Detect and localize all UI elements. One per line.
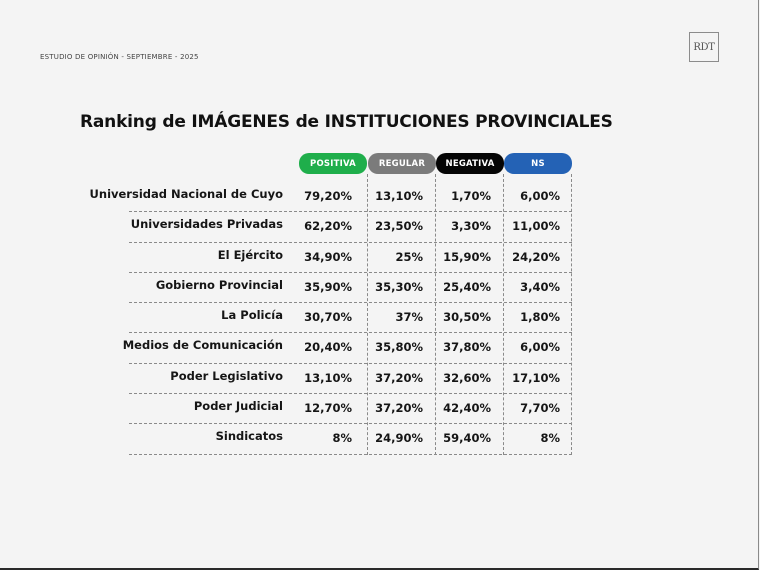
- value-ns: 1,80%: [520, 310, 560, 325]
- institution-label: Gobierno Provincial: [155, 277, 283, 292]
- value-ns: 24,20%: [512, 249, 560, 264]
- table-row: Universidades Privadas 62,20% 23,50% 3,3…: [129, 212, 572, 243]
- value-negativa: 37,80%: [443, 340, 491, 355]
- value-negativa: 1,70%: [451, 189, 491, 203]
- institution-label: Universidad Nacional de Cuyo: [89, 187, 283, 201]
- page-title: Ranking de IMÁGENES de INSTITUCIONES PRO…: [80, 112, 613, 132]
- value-positiva: 20,40%: [304, 340, 352, 355]
- table-row: Poder Judicial 12,70% 37,20% 42,40% 7,70…: [129, 394, 572, 425]
- value-positiva: 12,70%: [304, 401, 352, 416]
- value-negativa: 32,60%: [443, 370, 491, 385]
- value-positiva: 30,70%: [304, 310, 352, 325]
- table-row: Gobierno Provincial 35,90% 35,30% 25,40%…: [129, 273, 572, 304]
- value-negativa: 25,40%: [443, 279, 491, 294]
- table-row: Medios de Comunicación 20,40% 35,80% 37,…: [123, 333, 572, 364]
- value-positiva: 8%: [332, 431, 352, 446]
- value-regular: 23,50%: [375, 219, 423, 234]
- table-row: La Policía 30,70% 37% 30,50% 1,80%: [129, 303, 572, 334]
- institution-label: Sindicatos: [215, 429, 283, 444]
- value-ns: 3,40%: [520, 279, 560, 294]
- value-ns: 8%: [540, 431, 560, 446]
- value-positiva: 34,90%: [304, 249, 352, 264]
- rdt-logo: RDT: [689, 32, 719, 62]
- column-header-negativa: NEGATIVA: [436, 153, 504, 174]
- value-regular: 37,20%: [375, 401, 423, 416]
- value-negativa: 59,40%: [443, 431, 491, 446]
- table-row: Sindicatos 8% 24,90% 59,40% 8%: [129, 424, 572, 455]
- institution-label: Medios de Comunicación: [122, 338, 283, 353]
- column-divider: [367, 174, 368, 455]
- column-header-positiva: POSITIVA: [299, 153, 367, 174]
- column-divider: [435, 174, 436, 455]
- value-regular: 37,20%: [375, 370, 423, 385]
- column-divider: [503, 174, 504, 455]
- value-negativa: 30,50%: [443, 310, 491, 325]
- institution-label: El Ejército: [217, 247, 283, 262]
- value-ns: 7,70%: [520, 401, 560, 416]
- value-ns: 11,00%: [512, 219, 560, 234]
- institution-label: Universidades Privadas: [130, 217, 283, 232]
- column-divider: [571, 174, 572, 455]
- value-regular: 25%: [395, 249, 423, 264]
- value-positiva: 13,10%: [304, 370, 352, 385]
- table-row: El Ejército 34,90% 25% 15,90% 24,20%: [129, 243, 572, 273]
- institution-label: La Policía: [221, 308, 283, 323]
- value-positiva: 35,90%: [304, 279, 352, 294]
- value-negativa: 3,30%: [451, 219, 491, 234]
- value-positiva: 62,20%: [304, 219, 352, 234]
- institution-label: Poder Judicial: [193, 399, 283, 414]
- table-header: POSITIVA REGULAR NEGATIVA NS: [129, 153, 572, 174]
- value-ns: 17,10%: [512, 370, 560, 385]
- value-ns: 6,00%: [520, 189, 560, 203]
- value-regular: 35,30%: [375, 279, 423, 294]
- table-row: Universidad Nacional de Cuyo 79,20% 13,1…: [90, 182, 572, 213]
- value-ns: 6,00%: [520, 340, 560, 355]
- value-positiva: 79,20%: [304, 189, 352, 203]
- value-regular: 35,80%: [375, 340, 423, 355]
- table-row: Poder Legislativo 13,10% 37,20% 32,60% 1…: [129, 364, 572, 395]
- value-negativa: 42,40%: [443, 401, 491, 416]
- institution-label: Poder Legislativo: [170, 368, 283, 383]
- value-regular: 13,10%: [375, 189, 423, 203]
- table-body: Universidad Nacional de Cuyo 79,20% 13,1…: [90, 174, 572, 455]
- column-header-ns: NS: [504, 153, 572, 174]
- value-regular: 24,90%: [375, 431, 423, 446]
- study-kicker: ESTUDIO DE OPINIÓN - SEPTIEMBRE - 2025: [40, 53, 199, 61]
- value-negativa: 15,90%: [443, 249, 491, 264]
- column-header-regular: REGULAR: [368, 153, 436, 174]
- value-regular: 37%: [395, 310, 423, 325]
- ranking-table: POSITIVA REGULAR NEGATIVA NS Universidad…: [90, 153, 572, 455]
